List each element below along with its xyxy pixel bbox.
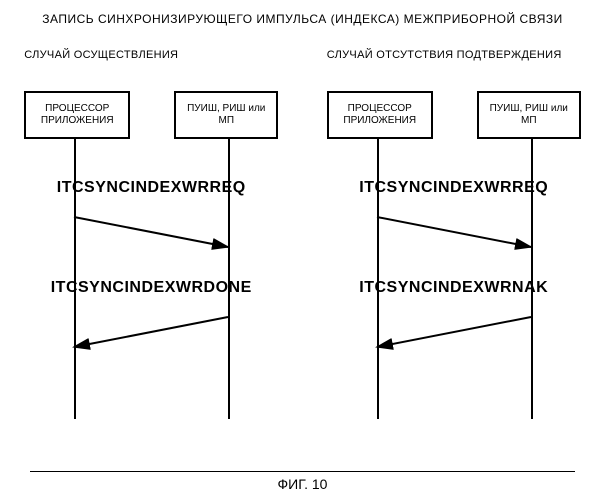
scenario-nak-lifelines: ITCSYNCINDEXWRREQ ITCSYNCINDEXWRNAK bbox=[309, 139, 599, 419]
scenarios-row: СЛУЧАЙ ОСУЩЕСТВЛЕНИЯ ПРОЦЕССОР ПРИЛОЖЕНИ… bbox=[0, 48, 605, 419]
bottom-divider bbox=[30, 471, 575, 472]
diagram-title: ЗАПИСЬ СИНХРОНИЗИРУЮЩЕГО ИМПУЛЬСА (ИНДЕК… bbox=[0, 0, 605, 28]
scenario-nak-arrows bbox=[309, 139, 599, 419]
scenario-success-actors: ПРОЦЕССОР ПРИЛОЖЕНИЯ ПУИШ, РИШ или МП bbox=[6, 91, 296, 139]
scenario-nak-actors: ПРОЦЕССОР ПРИЛОЖЕНИЯ ПУИШ, РИШ или МП bbox=[309, 91, 599, 139]
scenario-nak-label: СЛУЧАЙ ОТСУТСТВИЯ ПОДТВЕРЖДЕНИЯ bbox=[309, 48, 599, 76]
actor-puish-rish-mp: ПУИШ, РИШ или МП bbox=[477, 91, 581, 139]
figure-label: ФИГ. 10 bbox=[0, 476, 605, 492]
scenario-success-label: СЛУЧАЙ ОСУЩЕСТВЛЕНИЯ bbox=[6, 48, 296, 76]
arrow-wrreq bbox=[74, 217, 228, 247]
scenario-success: СЛУЧАЙ ОСУЩЕСТВЛЕНИЯ ПРОЦЕССОР ПРИЛОЖЕНИ… bbox=[6, 48, 296, 419]
scenario-nak: СЛУЧАЙ ОТСУТСТВИЯ ПОДТВЕРЖДЕНИЯ ПРОЦЕССО… bbox=[309, 48, 599, 419]
actor-app-processor: ПРОЦЕССОР ПРИЛОЖЕНИЯ bbox=[24, 91, 130, 139]
scenario-success-arrows bbox=[6, 139, 296, 419]
actor-puish-rish-mp: ПУИШ, РИШ или МП bbox=[174, 91, 278, 139]
scenario-success-lifelines: ITCSYNCINDEXWRREQ ITCSYNCINDEXWRDONE bbox=[6, 139, 296, 419]
actor-app-processor: ПРОЦЕССОР ПРИЛОЖЕНИЯ bbox=[327, 91, 433, 139]
arrow-wrnak bbox=[377, 317, 531, 347]
arrow-wrdone bbox=[74, 317, 228, 347]
arrow-wrreq bbox=[377, 217, 531, 247]
